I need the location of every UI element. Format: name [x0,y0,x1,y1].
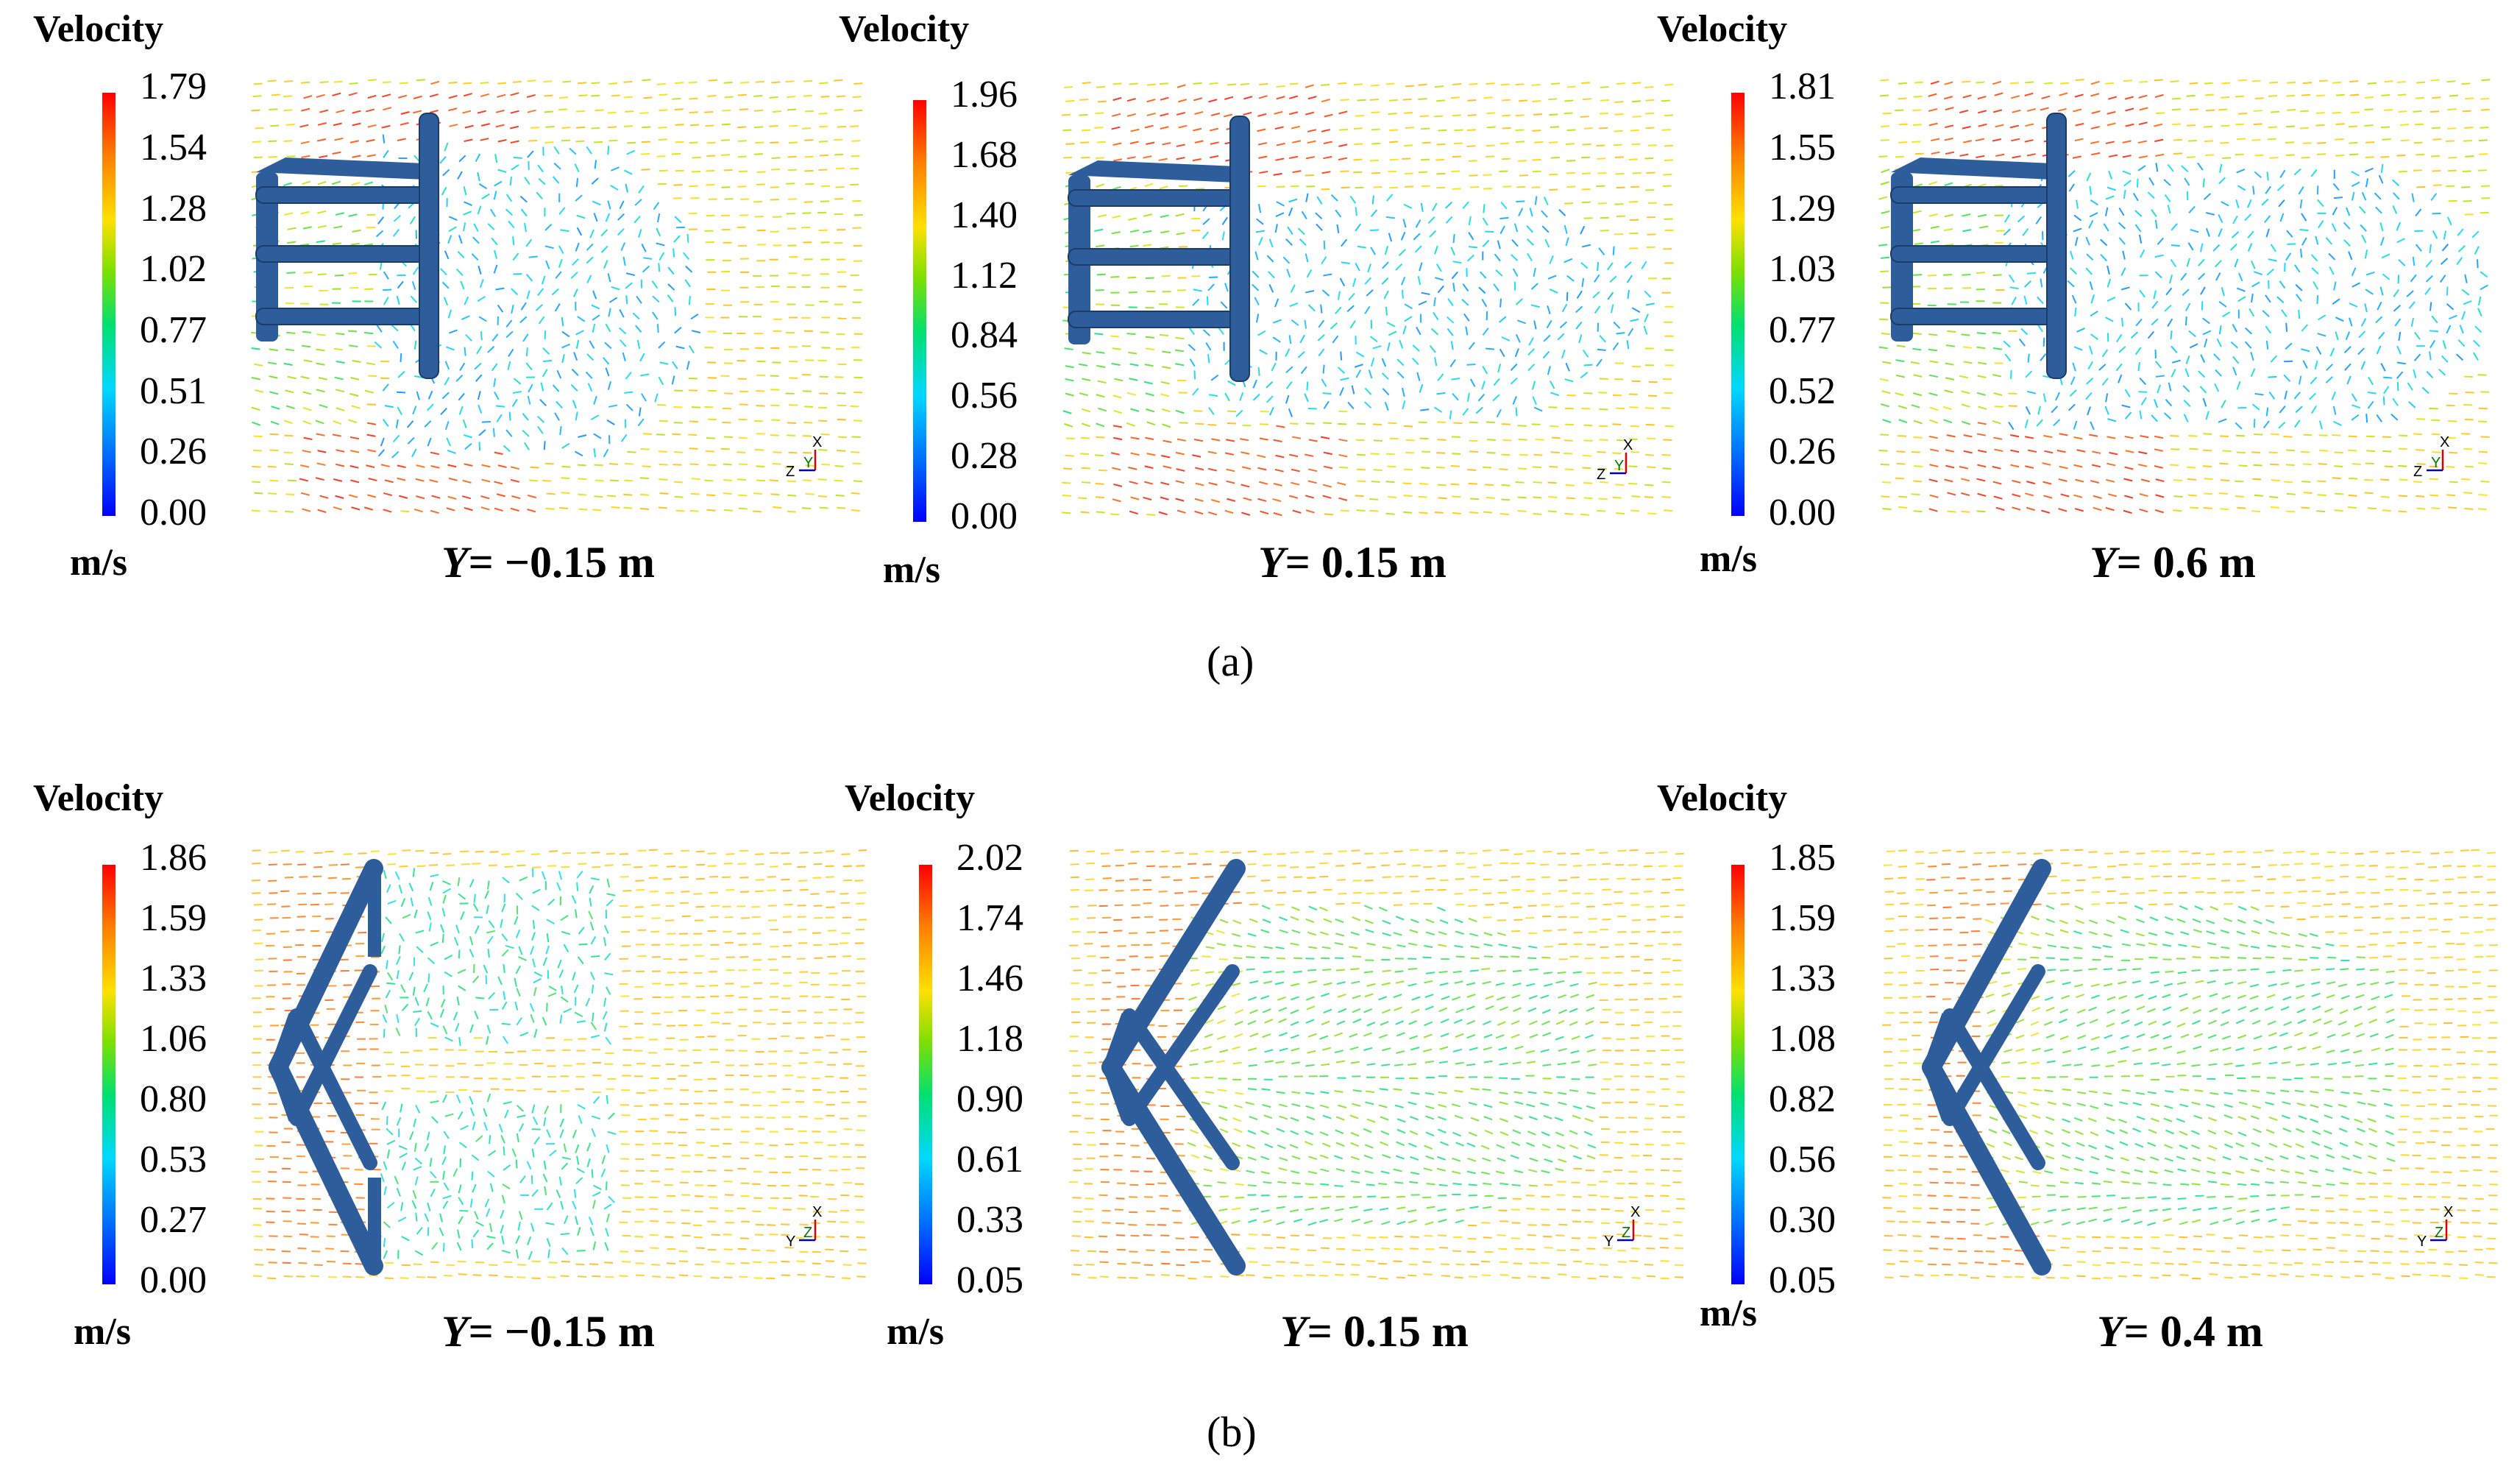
svg-text:Y: Y [1614,458,1624,474]
svg-text:X: X [812,434,822,450]
colorbar-tick: 1.81 [1769,66,1836,107]
colorbar-tick: 1.40 [951,194,1018,236]
colorbar-tick: 0.51 [140,370,207,412]
svg-text:Z: Z [1597,467,1605,483]
svg-text:Y: Y [803,455,813,471]
colorbar-unit: m/s [70,542,127,584]
colorbar-tick: 1.08 [1769,1018,1836,1060]
plane-label: Y= 0.6 m [2090,538,2256,587]
colorbar-tick: 0.26 [1769,431,1836,473]
velocity-vector-field: X ZY [251,79,863,514]
colorbar-tick: 0.00 [140,1259,207,1301]
colorbar-unit: m/s [887,1311,944,1353]
velocity-vector-field: X ZY [1061,82,1675,517]
svg-text:Z: Z [803,1225,812,1241]
panel-a1: Velocity 1.79 1.54 1.28 1.02 0.77 0.51 0… [0,0,863,604]
colorbar-tick: 1.59 [140,897,207,939]
colorbar-tick: 1.29 [1769,188,1836,230]
colorbar-unit: m/s [74,1311,131,1353]
colorbar-tick: 1.02 [140,248,207,290]
colorbar-tick: 1.28 [140,188,207,230]
legend-title: Velocity [839,8,970,50]
colorbar-tick: 1.03 [1769,248,1836,290]
colorbar-tick: 0.56 [1769,1139,1836,1181]
colorbar-tick: 1.54 [140,127,207,169]
colorbar-tick: 0.90 [956,1078,1023,1120]
legend-title: Velocity [845,777,976,819]
colorbar-unit: m/s [1700,538,1757,580]
colorbar-tick: 1.06 [140,1018,207,1060]
svg-text:X: X [812,1204,822,1220]
svg-text:Y: Y [2431,455,2441,471]
colorbar-tick: 0.00 [951,495,1018,537]
colorbar-tick: 1.79 [140,66,207,107]
colorbar-tick: 0.33 [956,1199,1023,1241]
velocity-vector-field: XYZ [1882,849,2498,1280]
colorbar-tick: 0.28 [951,435,1018,477]
colorbar-tick: 1.59 [1769,897,1836,939]
subfigure-label: (b) [1207,1408,1257,1456]
svg-text:X: X [1623,437,1633,453]
colorbar-tick: 1.96 [951,74,1018,116]
velocity-vector-field: X ZY [1878,79,2491,514]
colorbar-unit: m/s [883,549,940,591]
colorbar-tick: 0.30 [1769,1199,1836,1241]
colorbar-tick: 1.68 [951,134,1018,176]
subfigure-label: (a) [1207,637,1254,685]
plane-label: Y= 0.15 m [1280,1307,1469,1356]
legend-title: Velocity [33,8,164,50]
colorbar-tick: 0.56 [951,375,1018,417]
colorbar-tick: 1.18 [956,1018,1023,1060]
colorbar-tick: 0.61 [956,1139,1023,1181]
colorbar-tick: 0.80 [140,1078,207,1120]
legend-title: Velocity [1657,8,1788,50]
velocity-vector-field: XYZ [1069,849,1685,1280]
colorbar [1731,865,1745,1284]
colorbar-tick: 1.33 [140,958,207,999]
colorbar-unit: m/s [1700,1292,1757,1334]
colorbar-tick: 1.46 [956,958,1023,999]
colorbar [102,93,116,516]
colorbar-tick: 1.33 [1769,958,1836,999]
colorbar-tick: 0.05 [1769,1259,1836,1301]
colorbar-tick: 0.00 [1769,492,1836,534]
colorbar [913,100,926,522]
colorbar-tick: 0.05 [956,1259,1023,1301]
plane-label: Y= 0.4 m [2097,1307,2263,1356]
plane-label: Y= −0.15 m [441,538,656,587]
legend-title: Velocity [33,777,164,819]
colorbar-tick: 0.26 [140,431,207,473]
plane-label: Y= −0.15 m [441,1307,656,1356]
svg-text:Z: Z [786,464,795,480]
svg-text:X: X [2440,434,2449,450]
colorbar-tick: 1.12 [951,255,1018,297]
colorbar-tick: 0.52 [1769,370,1836,412]
colorbar [919,865,932,1284]
legend-title: Velocity [1657,777,1788,819]
colorbar-tick: 2.02 [956,837,1023,879]
colorbar-tick: 0.53 [140,1139,207,1181]
colorbar-tick: 0.00 [140,492,207,534]
velocity-vector-field: X YZ [251,849,867,1280]
colorbar-tick: 0.27 [140,1199,207,1241]
colorbar [1731,93,1745,516]
colorbar-tick: 1.86 [140,837,207,879]
plane-label: Y= 0.15 m [1258,538,1447,587]
svg-text:Z: Z [2413,464,2422,480]
svg-text:Y: Y [786,1234,795,1250]
colorbar-tick: 1.85 [1769,837,1836,879]
colorbar [102,865,116,1284]
colorbar-tick: 0.77 [140,309,207,351]
colorbar-tick: 1.74 [956,897,1023,939]
colorbar-tick: 0.84 [951,314,1018,356]
colorbar-tick: 1.55 [1769,127,1836,169]
colorbar-tick: 0.82 [1769,1078,1836,1120]
colorbar-tick: 0.77 [1769,309,1836,351]
